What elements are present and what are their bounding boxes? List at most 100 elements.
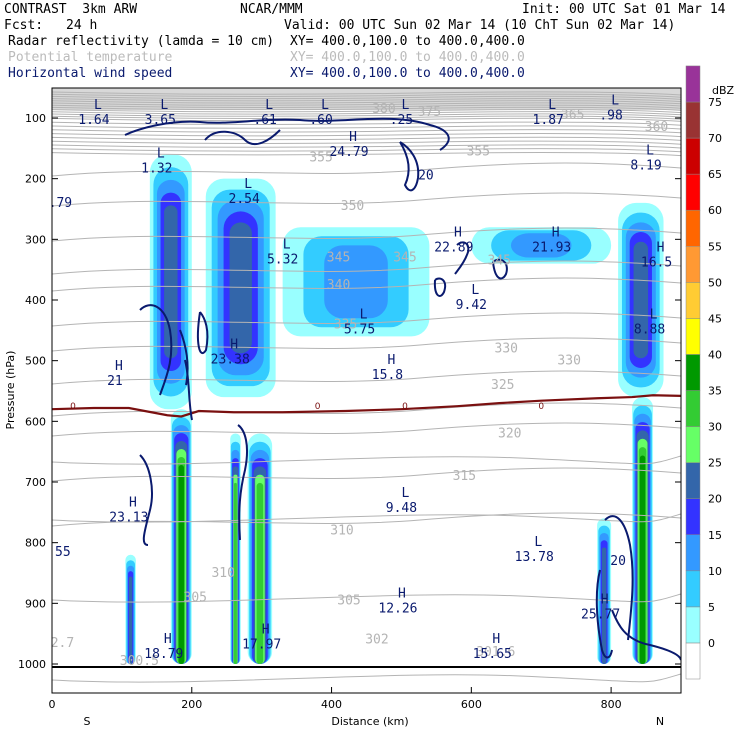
x-tick-label: 800 <box>601 698 622 711</box>
wind-extremum-kind: H <box>388 353 396 368</box>
theta-contour <box>52 162 681 177</box>
colorbar-swatch <box>685 390 701 427</box>
theta-contour <box>52 673 681 683</box>
wind-extremum-kind: L <box>548 98 556 113</box>
wind-extremum-value: 25.77 <box>581 607 620 622</box>
wind-extremum-kind: H <box>129 495 137 510</box>
theta-contour <box>52 125 681 130</box>
wind-contours <box>124 117 681 661</box>
colorbar-tick-label: 25 <box>708 457 722 470</box>
y-tick-label: 100 <box>25 112 46 125</box>
wind-isotach <box>184 359 193 421</box>
theta-contour <box>52 593 681 603</box>
wind-extremum-kind: L <box>646 143 654 158</box>
forecast-hours: 24 h <box>66 18 98 33</box>
theta-label: 305 <box>184 590 207 605</box>
theta-contour <box>52 111 681 116</box>
wind-extremum-value: 24.79 <box>329 145 368 160</box>
y-tick-label: 200 <box>25 173 46 186</box>
colorbar-tick-label: 0 <box>708 637 715 650</box>
y-axis-label: Pressure (hPa) <box>4 351 17 430</box>
field-theta: Potential temperature <box>8 50 173 65</box>
theta-label: 380 <box>372 102 395 117</box>
theta-contour <box>52 106 681 111</box>
theta-contour <box>52 108 681 114</box>
theta-contour <box>52 100 681 105</box>
x-end-label-north: N <box>656 715 664 728</box>
wind-extremum-kind: L <box>471 283 479 298</box>
theta-contour <box>52 117 681 122</box>
theta-label: 301.6 <box>476 645 515 660</box>
wind-isotach <box>604 515 634 641</box>
theta-contour <box>52 402 681 417</box>
wind-extremum-value: 23.13 <box>109 510 148 525</box>
wind-isotach <box>492 258 508 280</box>
wind-extremum-value: 2.54 <box>229 192 260 207</box>
theta-label: 375 <box>418 105 441 120</box>
wind-extremum-kind: L <box>321 98 329 113</box>
x-tick-label: 0 <box>49 698 56 711</box>
wind-extremum-kind: H <box>552 225 560 240</box>
theta-contour <box>52 91 681 96</box>
colorbar-swatch <box>685 318 701 355</box>
colorbar-swatch <box>685 137 701 175</box>
colorbar-tick-label: 50 <box>708 276 722 289</box>
colorbar-tick-label: 15 <box>708 529 722 542</box>
theta-contour <box>52 337 681 352</box>
reflectivity-contour-anvil-845 <box>633 241 649 359</box>
wind-extremum-kind: H <box>492 632 500 647</box>
wind-extremum-value: 9.48 <box>386 501 417 516</box>
theta-contour <box>52 277 681 292</box>
wind-extremum-value: 16.5 <box>641 256 672 271</box>
x-tick-label: 600 <box>461 698 482 711</box>
theta-contour <box>52 192 681 207</box>
theta-contour <box>52 312 681 327</box>
theta-label: 302 <box>365 633 388 648</box>
reflectivity-contour-cell-110 <box>128 576 133 664</box>
wind-isotach <box>433 277 446 297</box>
model-title: CONTRAST 3km ARW <box>4 2 138 17</box>
zero-isotherm-label: 0 <box>538 402 544 412</box>
colorbar-swatch <box>685 570 701 608</box>
wind-isotach <box>611 609 681 661</box>
theta-label: 355 <box>309 150 332 165</box>
theta-label: 300.5 <box>120 654 159 669</box>
theta-contour <box>52 132 681 138</box>
colorbar-swatch <box>685 246 701 283</box>
colorbar-tick-label: 10 <box>708 565 722 578</box>
zero-isotherm-line <box>52 394 681 418</box>
theta-label: 345 <box>393 251 416 266</box>
wind-isotach <box>204 129 281 146</box>
wind-extremum-kind: H <box>398 586 406 601</box>
wind-extremum-kind: L <box>402 98 410 113</box>
colorbar-swatch <box>685 642 701 680</box>
colorbar-swatch <box>685 462 701 499</box>
theta-label: 315 <box>453 469 476 484</box>
x-end-label-south: S <box>83 715 90 728</box>
wind-extremum-value: 9.42 <box>456 298 487 313</box>
wind-extremum-value: 17.97 <box>242 638 281 653</box>
wind-contour-label: .55 <box>47 545 70 560</box>
wind-extremum-value: 1.32 <box>141 162 172 177</box>
wind-extremum-value: 23.38 <box>211 353 250 368</box>
theta-dense-band <box>52 88 681 110</box>
wind-contour-label: 20 <box>418 169 434 184</box>
wind-extremum-value: 8.88 <box>634 322 665 337</box>
wind-extremum-kind: L <box>402 486 410 501</box>
wind-extremum-kind: H <box>115 359 123 374</box>
theta-label: 310 <box>330 524 353 539</box>
wind-extremum-value: 13.78 <box>515 550 554 565</box>
field-wind: Horizontal wind speed <box>8 66 173 81</box>
theta-label: 360 <box>645 120 668 135</box>
colorbar-tick-label: 75 <box>708 96 722 109</box>
colorbar-tick-label: 60 <box>708 204 722 217</box>
theta-contour <box>52 104 681 109</box>
forecast-label: Fcst: <box>4 18 44 33</box>
wind-extremum-value: 8.19 <box>630 158 661 173</box>
wind-isotach <box>124 117 450 151</box>
wind-contour-label: 20 <box>610 554 626 569</box>
wind-extremum-kind: L <box>157 147 165 162</box>
colorbar-swatch <box>685 534 701 572</box>
wind-extremum-value: 1.64 <box>78 113 109 128</box>
